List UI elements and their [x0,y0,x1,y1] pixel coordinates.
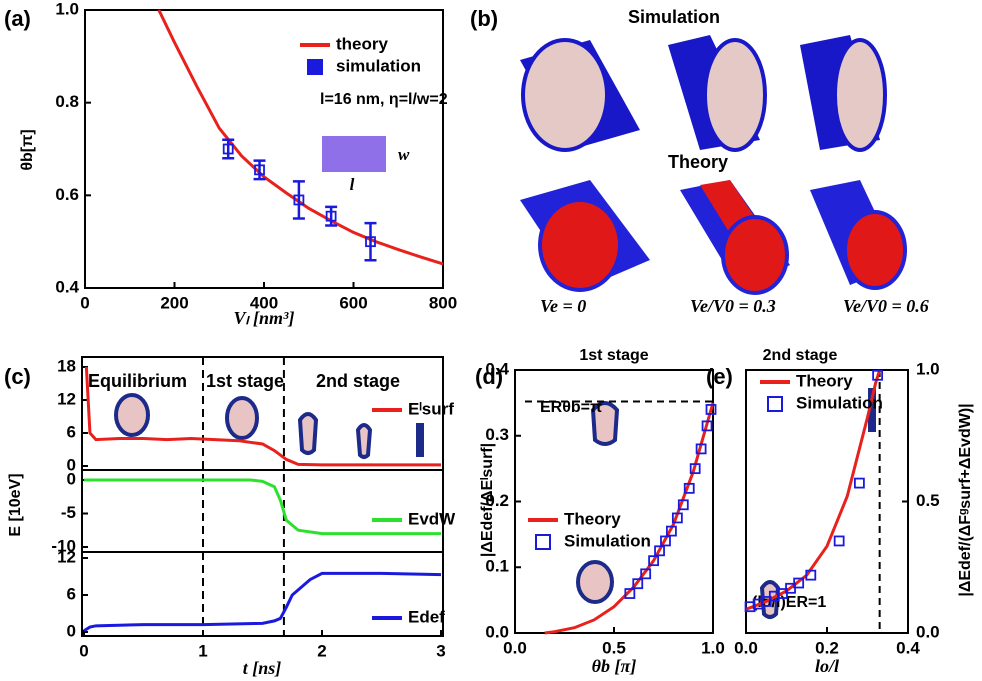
legend-label: Theory [564,509,621,528]
legend-label: Simulation [564,531,651,550]
y-tick-label: 1.0 [55,0,79,18]
y-tick-label: 0.4 [485,359,509,378]
panel-label: (a) [4,6,31,31]
caption: Ve/V0 = 0.6 [843,296,929,316]
x-tick-label: 3 [436,641,445,660]
panel-label: (e) [706,364,733,389]
y-axis-label: |ΔEdef/(ΔFᵍsurf+ΔEvdW)| [957,403,974,596]
panel-label: (b) [470,6,498,31]
data-point [835,536,844,545]
data-point [855,479,864,488]
subplot-title: 2nd stage [763,347,838,364]
y-tick-label: 12 [57,547,76,566]
x-tick-label: 1 [198,641,207,660]
y-tick-label: 6 [67,422,76,441]
legend-label: Simulation [796,393,883,412]
y-tick-label: 12 [57,389,76,408]
y-axis-label: E [10eV] [7,473,24,536]
series-line [159,10,443,264]
y-axis-label: |ΔEdef/ΔEˡsurf| [479,443,496,557]
y-tick-label: 0.5 [916,491,940,510]
y-tick-label: 6 [67,584,76,603]
subplot-title: 1st stage [579,347,648,364]
x-axis-label: t [ns] [243,658,282,678]
x-axis-label: lo/l [815,656,839,676]
y-tick-label: 18 [57,356,76,375]
x-tick-label: 0.5 [602,638,626,657]
legend-swatch [536,535,550,549]
caption: Ve = 0 [540,296,586,316]
row-title: Theory [668,152,728,172]
y-tick-label: 0.3 [485,425,509,444]
y-tick-label: 0 [67,469,76,488]
series-line [84,480,441,534]
inset-label: w [398,145,410,164]
legend-label: EvdW [408,509,456,528]
y-tick-label: 0.4 [55,277,79,296]
stage-label: 1st stage [206,371,284,391]
annotation: l=16 nm, η=l/w=2 [320,91,448,108]
legend-label: Edef [408,607,445,626]
figure: (a) (b) (c) (d) (e) Simulation Theory Ve… [0,0,982,681]
x-axis-label: θb [π] [592,656,637,676]
stage-label: Equilibrium [88,371,187,391]
x-tick-label: 0.4 [896,638,920,657]
x-tick-label: 800 [429,293,457,312]
inset-label: l [350,175,355,194]
legend-swatch [768,397,782,411]
y-tick-label: 0.1 [485,557,509,576]
x-tick-label: 200 [160,293,188,312]
y-tick-label: -5 [61,503,76,522]
legend-label: Eˡsurf [408,399,454,418]
inset-rect [322,136,386,172]
x-tick-label: 0.0 [734,638,758,657]
legend-label: theory [336,34,389,53]
stage-label: 2nd stage [316,371,400,391]
y-tick-label: 1.0 [916,359,940,378]
y-tick-label: 0 [67,621,76,640]
theory-render [520,180,905,293]
x-axis-label: Vₗ [nm³] [234,308,295,328]
y-tick-label: 0.6 [55,185,79,204]
panel-label: (c) [4,364,31,389]
legend-label: simulation [336,56,421,75]
x-tick-label: 0 [80,293,89,312]
annotation: ERθb=π [540,399,602,416]
legend-swatch [308,60,322,74]
legend-label: Theory [796,371,853,390]
y-tick-label: 0.8 [55,92,79,111]
x-tick-label: 0.2 [815,638,839,657]
x-tick-label: 600 [339,293,367,312]
x-tick-label: 1.0 [701,638,725,657]
series-line [84,573,441,630]
sim-render [520,35,885,150]
x-tick-label: 2 [317,641,326,660]
row-title: Simulation [628,7,720,27]
panel-b-renders: Simulation Theory Ve = 0 Ve/V0 = 0.3 Ve/… [520,7,929,316]
x-tick-label: 0.0 [503,638,527,657]
y-axis-label: θb[π] [19,129,36,170]
caption: Ve/V0 = 0.3 [690,296,776,316]
x-tick-label: 0 [79,641,88,660]
